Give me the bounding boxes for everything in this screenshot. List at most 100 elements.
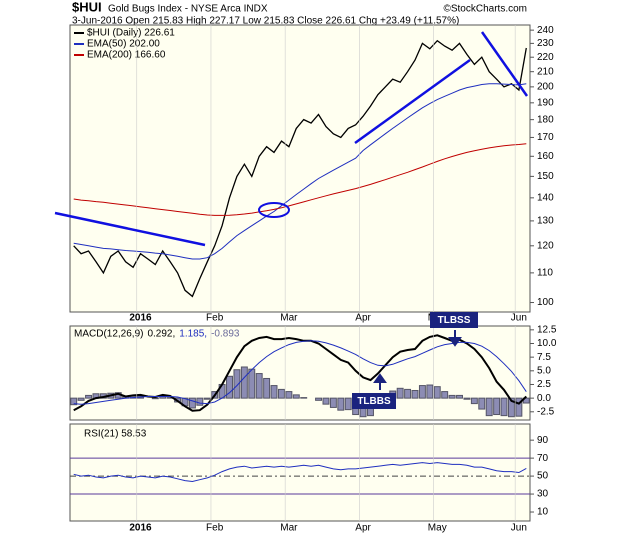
histogram-bar	[240, 366, 248, 399]
legend-label: $HUI (Daily) 226.61	[87, 28, 175, 39]
x-tick-label: 2016	[129, 313, 152, 324]
histogram-bar	[203, 397, 211, 400]
legend-label: 1.185,	[179, 329, 207, 340]
x-tick-label: May	[428, 523, 447, 534]
y-tick-label: 100	[537, 297, 554, 308]
series-line	[73, 143, 527, 216]
y-tick-label: 10.0	[537, 338, 557, 349]
y-tick-label: 230	[537, 38, 554, 49]
y-tick-label: 12.5	[537, 324, 557, 335]
y-tick-label: 0.0	[537, 393, 551, 404]
x-tick-label: Mar	[280, 313, 298, 324]
y-tick-label: 180	[537, 114, 554, 125]
x-tick-label: Jun	[511, 523, 527, 534]
price-panel	[69, 24, 531, 313]
y-tick-label: 5.0	[537, 365, 551, 376]
legend-label: 0.292,	[147, 329, 175, 340]
source: ©StockCharts.com	[443, 4, 527, 15]
histogram-bar	[151, 397, 159, 400]
legend-label: MACD(12,26,9)	[74, 329, 143, 340]
cross-circle	[258, 202, 290, 218]
histogram-bar	[196, 397, 204, 406]
y-tick-label: 130	[537, 216, 554, 227]
rsi-panel	[69, 423, 531, 522]
histogram-bar	[456, 394, 463, 399]
histogram-bar	[337, 397, 345, 411]
histogram-bar	[255, 373, 263, 399]
histogram-bar	[448, 394, 456, 399]
series-line	[73, 39, 527, 298]
legend-label: EMA(50) 202.00	[87, 39, 160, 50]
y-tick-label: 110	[537, 268, 553, 279]
histogram-bar	[85, 394, 93, 399]
histogram-bar	[315, 397, 323, 401]
trend-line	[54, 211, 206, 247]
histogram-bar	[470, 397, 478, 405]
histogram-bar	[493, 397, 501, 416]
y-tick-label: 170	[537, 132, 554, 143]
y-tick-label: 210	[537, 66, 554, 77]
histogram-bar	[263, 377, 271, 399]
y-tick-label: 190	[537, 97, 554, 108]
histogram-bar	[485, 397, 493, 417]
x-tick-label: Jun	[511, 313, 527, 324]
y-tick-label: -2.5	[537, 406, 555, 417]
histogram-bar	[188, 397, 196, 409]
x-tick-label: Apr	[355, 523, 371, 534]
histogram-bar	[418, 385, 426, 399]
series-line	[73, 83, 527, 260]
symbol: $HUI	[72, 0, 102, 14]
histogram-bar	[285, 391, 293, 399]
y-tick-label: 120	[537, 240, 554, 251]
histogram-bar	[329, 397, 337, 408]
histogram-bar	[248, 368, 256, 399]
y-tick-label: 90	[537, 435, 549, 446]
trend-line	[480, 31, 529, 97]
histogram-bar	[270, 385, 278, 399]
y-tick-label: 240	[537, 25, 554, 36]
index-name: Gold Bugs Index - NYSE Arca INDX	[108, 4, 268, 15]
histogram-bar	[77, 397, 85, 401]
histogram-bar	[433, 386, 441, 399]
x-tick-label: Feb	[206, 523, 224, 534]
series-line	[73, 340, 527, 405]
histogram-bar	[344, 397, 352, 411]
histogram-bar	[322, 397, 330, 405]
histogram-bar	[300, 397, 308, 399]
quote-info: 3-Jun-2016 Open 215.83 High 227.17 Low 2…	[72, 16, 459, 27]
histogram-bar	[478, 397, 486, 410]
annotation: TLBSS	[438, 315, 471, 326]
legend-label: -0.893	[211, 329, 240, 340]
x-tick-label: 2016	[129, 523, 152, 534]
y-tick-label: 150	[537, 171, 554, 182]
y-tick-label: 30	[537, 489, 549, 500]
y-tick-label: 50	[537, 471, 549, 482]
histogram-bar	[226, 375, 233, 399]
y-tick-label: 10	[537, 507, 549, 518]
y-tick-label: 160	[537, 151, 554, 162]
y-tick-label: 2.5	[537, 379, 551, 390]
histogram-bar	[426, 384, 434, 399]
histogram-bar	[277, 388, 285, 399]
histogram-bar	[500, 397, 508, 417]
legend-label: RSI(21) 58.53	[84, 429, 147, 440]
annotation-box	[430, 312, 478, 328]
plots: 100 110 120 130 140 150 160 170 180 190 200 210 220 2…	[70, 25, 557, 534]
arrow-up	[373, 373, 387, 390]
annotation-box	[352, 393, 396, 409]
x-tick-label: Apr	[355, 313, 371, 324]
trend-line	[354, 58, 471, 145]
y-tick-label: 140	[537, 192, 554, 203]
arrow-down	[448, 330, 462, 347]
histogram-bar	[233, 369, 241, 399]
histogram-bar	[441, 391, 449, 399]
histogram-bar	[411, 389, 419, 399]
legend-label: EMA(200) 166.60	[87, 50, 166, 61]
histogram-bar	[292, 394, 300, 399]
histogram-bar	[404, 388, 412, 399]
histogram-bar	[396, 387, 404, 399]
y-tick-label: 70	[537, 453, 549, 464]
x-tick-label: Mar	[280, 523, 298, 534]
y-tick-label: 220	[537, 52, 554, 63]
